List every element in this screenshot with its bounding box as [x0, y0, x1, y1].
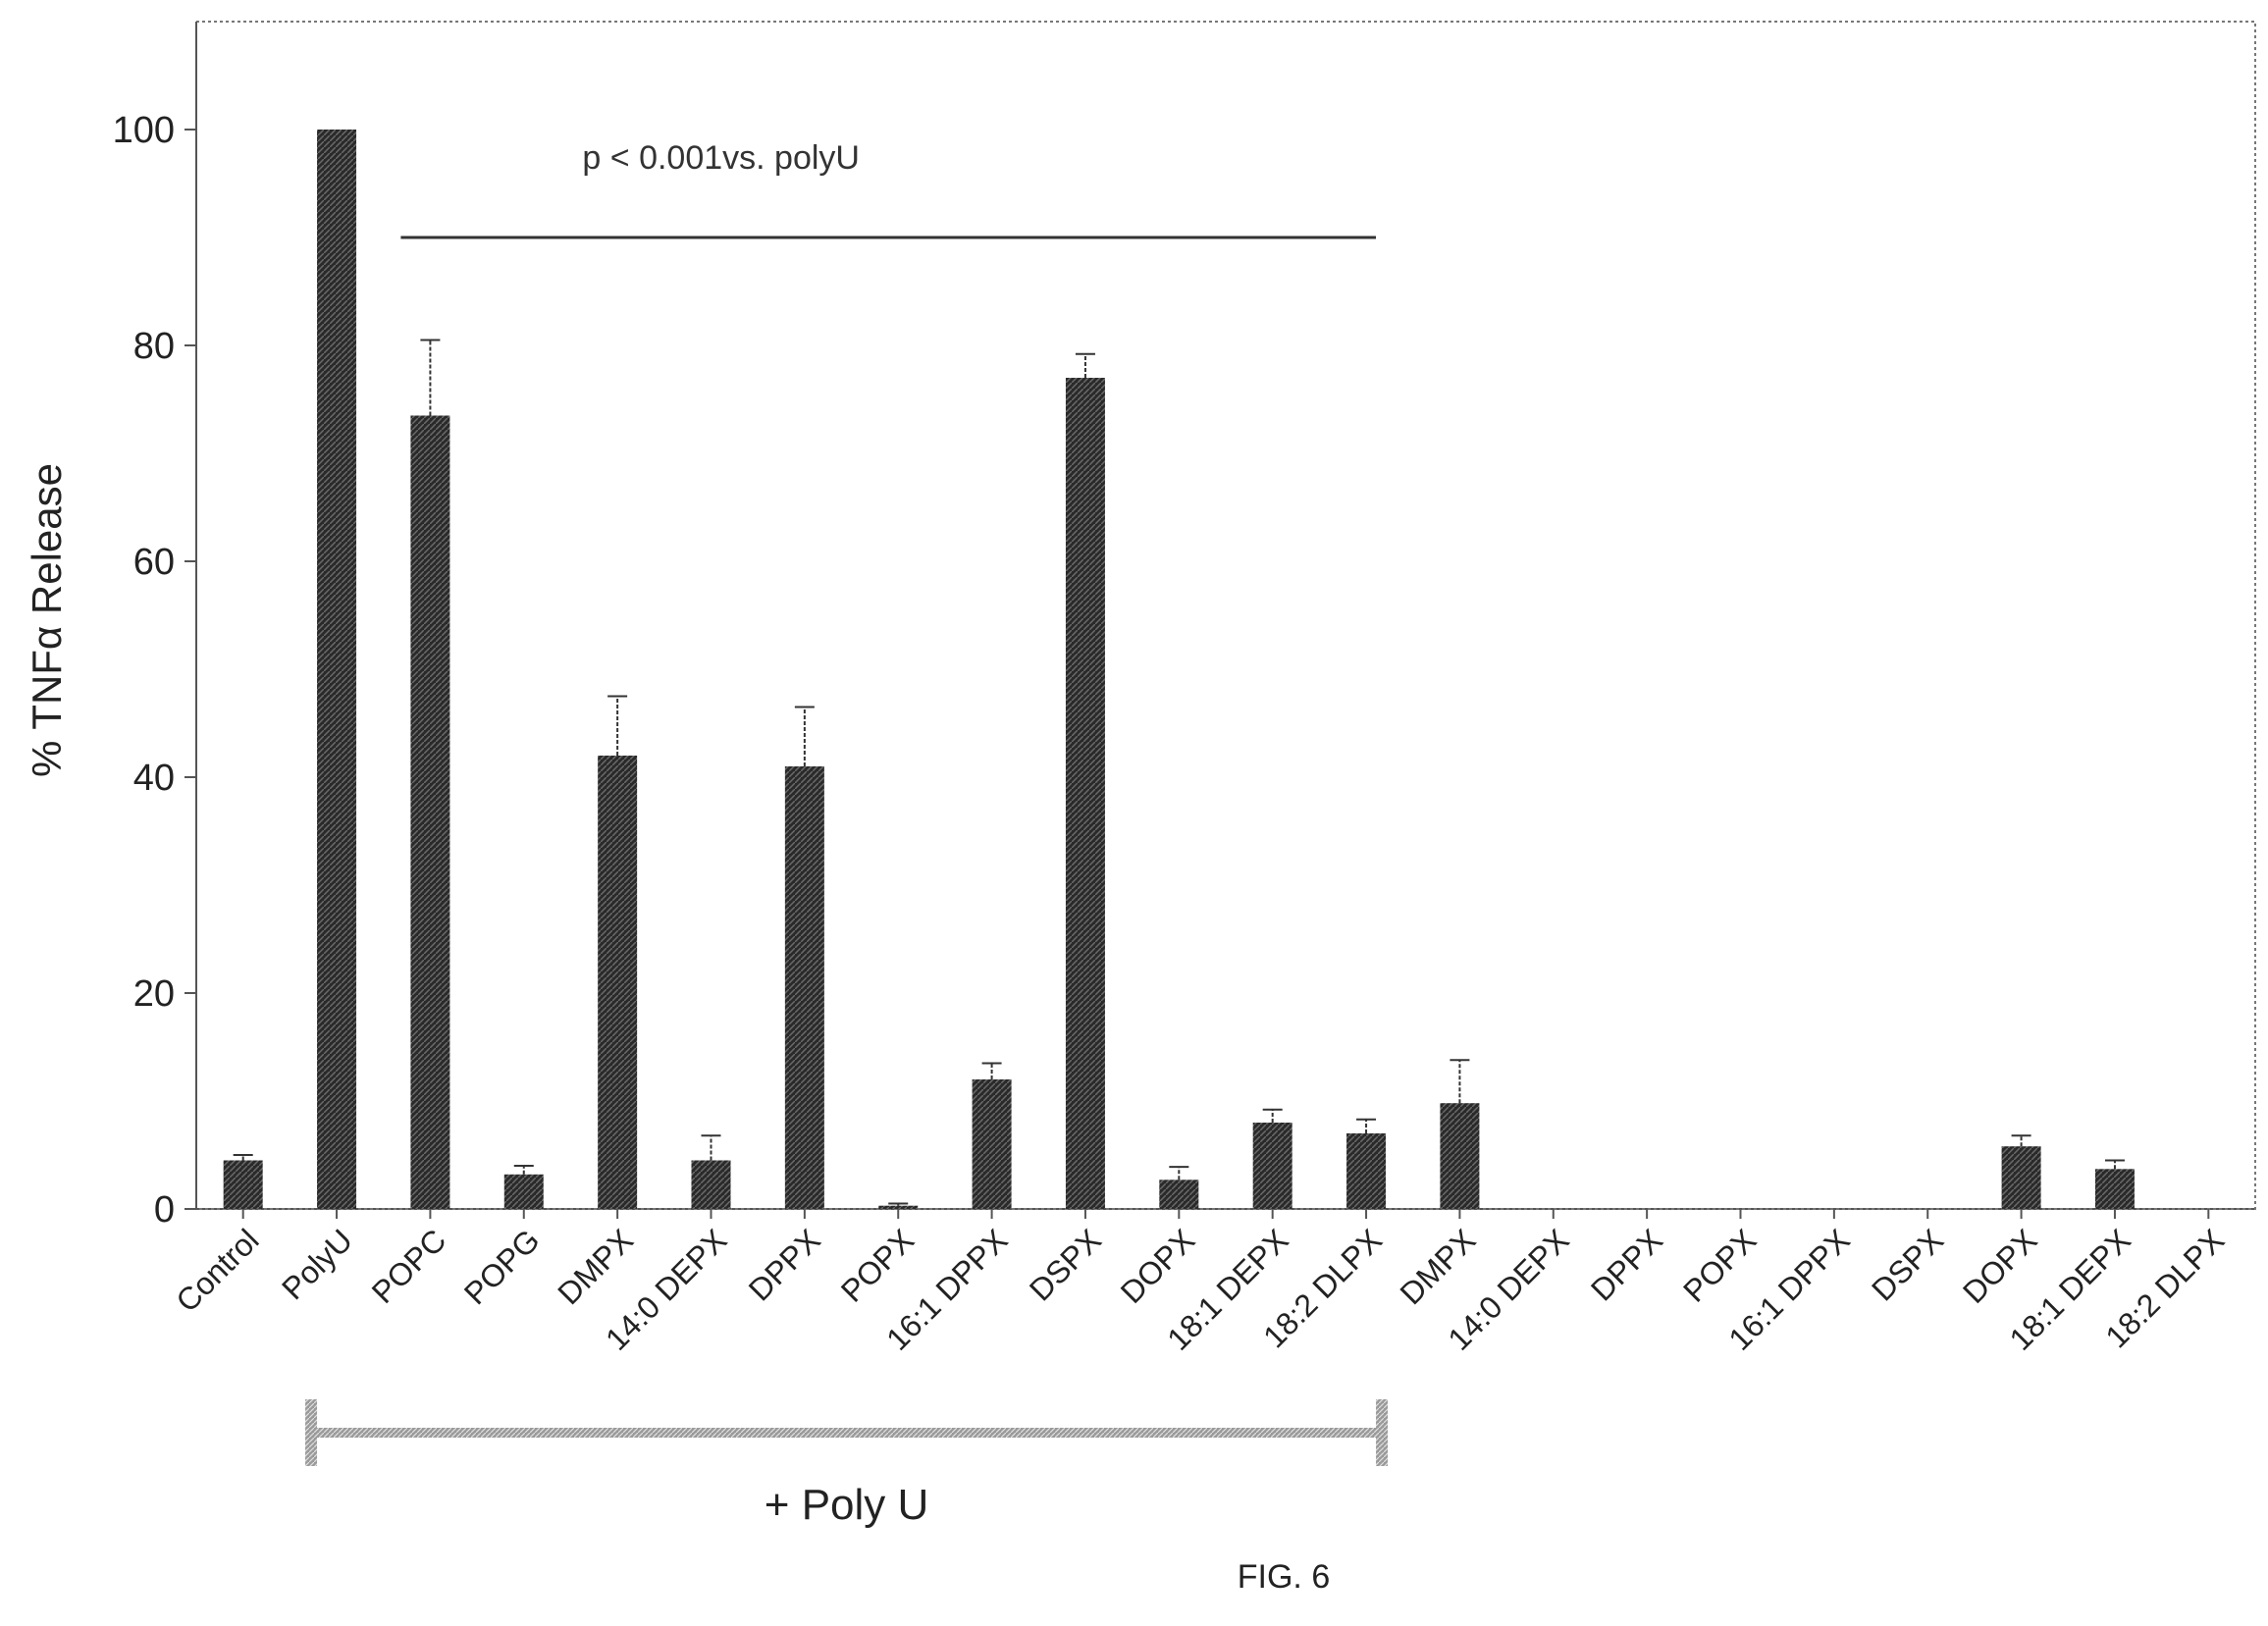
bars-group [223, 130, 2135, 1209]
x-tick-label: POPC [365, 1222, 453, 1310]
bar [691, 1160, 731, 1209]
figure-label: FIG. 6 [1238, 1558, 1330, 1596]
group-bracket-left-end [305, 1399, 318, 1466]
bar [1159, 1180, 1199, 1209]
y-tick-label: 0 [154, 1189, 175, 1231]
x-tick-label: DOPX [1956, 1222, 2044, 1310]
y-tick-label: 80 [133, 326, 175, 367]
bar [223, 1160, 263, 1209]
group-bracket-right-end [1376, 1399, 1389, 1466]
x-tick-label: DMPX [1394, 1222, 1483, 1311]
x-tick-label: POPG [457, 1222, 547, 1311]
bar [1252, 1123, 1292, 1209]
group-bracket-bar [311, 1428, 1383, 1438]
bar [878, 1205, 919, 1209]
annotations-group: p < 0.001vs. polyU + Poly U [305, 139, 1389, 1529]
bar [503, 1174, 544, 1209]
x-tick-label: DMPX [551, 1222, 640, 1311]
group-bracket-label: + Poly U [765, 1481, 929, 1529]
x-tick-label: DPPX [742, 1222, 827, 1307]
y-tick-label: 100 [113, 110, 175, 151]
x-tick-label: Control [169, 1222, 265, 1318]
x-tick-label: DSPX [1023, 1222, 1108, 1307]
x-tick-label: DSPX [1865, 1222, 1950, 1307]
bar [2001, 1146, 2041, 1209]
error-bars-group [233, 339, 2125, 1206]
bar [317, 130, 357, 1209]
bar [598, 756, 638, 1209]
x-tick-label: POPX [1676, 1222, 1763, 1308]
bar [1346, 1133, 1387, 1209]
y-tick-label: 20 [133, 973, 175, 1015]
significance-text: p < 0.001vs. polyU [582, 139, 860, 177]
x-tick-label: DOPX [1114, 1222, 1202, 1310]
bar [1440, 1103, 1480, 1209]
y-tick-label: 60 [133, 542, 175, 583]
bar [784, 766, 824, 1209]
x-tick-label: PolyU [275, 1222, 359, 1306]
y-axis: 0 20 40 60 80 100 [113, 22, 197, 1231]
plot-area-frame [195, 21, 2256, 1210]
bar [410, 415, 450, 1209]
y-tick-label: 40 [133, 758, 175, 799]
y-axis-label: % TNFα Release [24, 463, 70, 777]
bar [972, 1079, 1012, 1209]
x-tick-label: DPPX [1584, 1222, 1669, 1307]
bar [2094, 1169, 2135, 1209]
x-tick-label: POPX [834, 1222, 921, 1308]
bar [1065, 378, 1105, 1209]
